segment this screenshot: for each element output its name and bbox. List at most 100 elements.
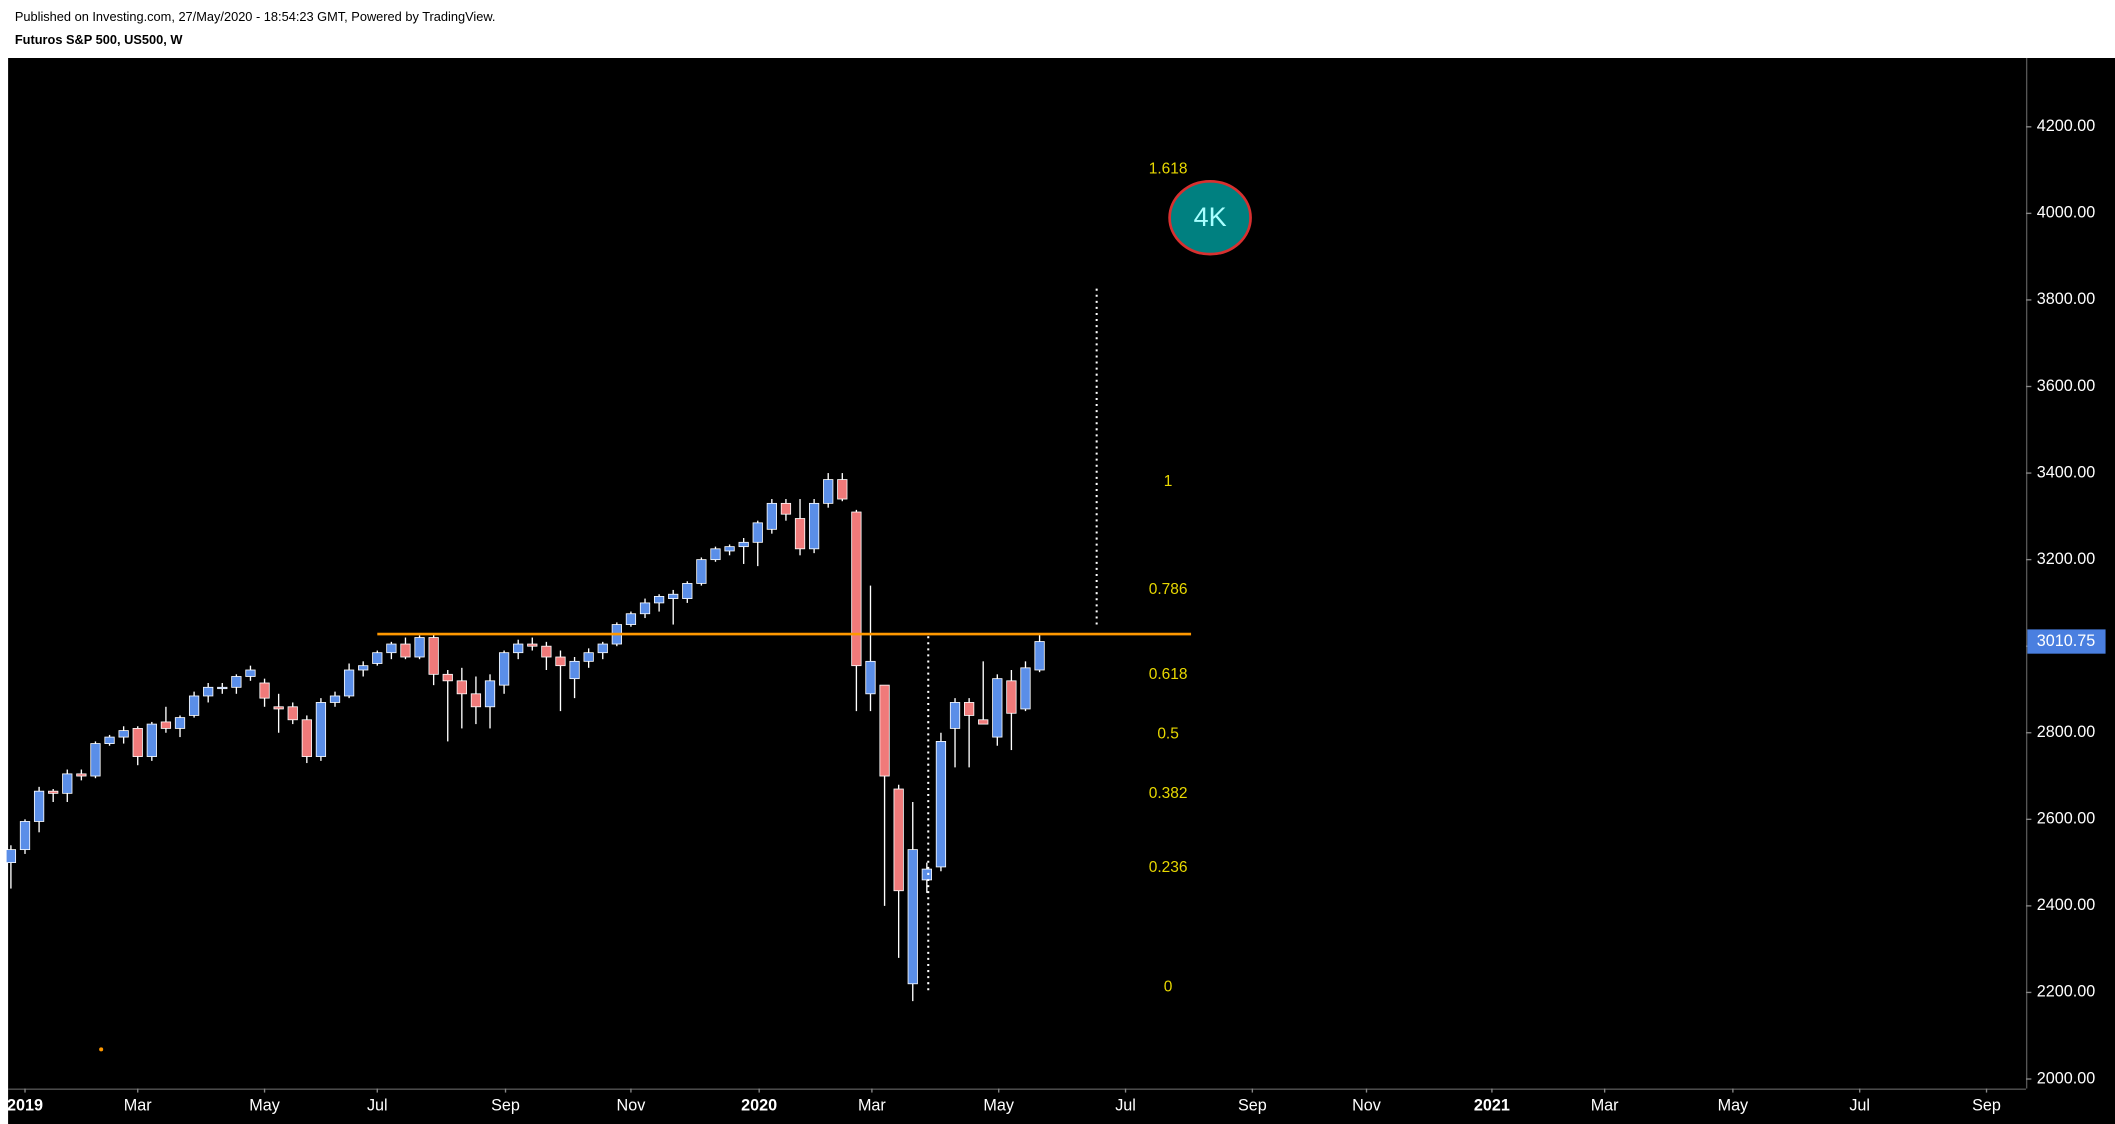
candle-body — [273, 706, 284, 710]
candle-body — [33, 790, 45, 822]
x-tick-label: May — [983, 1096, 1014, 1114]
x-tick-label: Mar — [1591, 1096, 1619, 1114]
fib-level-label: 0 — [1164, 978, 1173, 995]
candle-body — [963, 702, 975, 716]
y-tick-label: 2800.00 — [2037, 723, 2095, 741]
candle-body — [738, 541, 749, 548]
candle-body — [386, 643, 397, 654]
candle-body — [992, 678, 1003, 738]
x-tick-label: Mar — [858, 1096, 886, 1114]
candle-body — [1006, 680, 1017, 714]
candle-body — [893, 788, 904, 892]
candle-body — [245, 669, 256, 677]
candle-body — [456, 680, 467, 695]
candle-body — [132, 728, 143, 757]
x-tick-label: May — [249, 1096, 280, 1114]
fib-level-label: 1 — [1164, 473, 1173, 490]
candle-body — [90, 743, 101, 777]
y-tick-label: 2000.00 — [2037, 1069, 2095, 1087]
candle-body — [287, 706, 298, 721]
candle-body — [400, 643, 411, 658]
candle-body — [498, 652, 510, 686]
candle-body — [329, 695, 341, 703]
marker-dot — [99, 1047, 104, 1052]
x-tick-label: Sep — [1972, 1096, 2001, 1114]
candle-body — [76, 773, 87, 777]
plot-background — [8, 58, 2115, 1124]
candle-body — [780, 502, 792, 515]
candle-body — [625, 613, 637, 625]
x-tick-label: Jul — [367, 1096, 388, 1114]
candle-body — [583, 652, 594, 662]
candle-body — [935, 741, 947, 868]
candle-body — [837, 479, 848, 500]
candle-body — [541, 645, 552, 658]
candle-body — [146, 723, 157, 757]
candle-body — [921, 868, 932, 881]
candle-body — [724, 546, 735, 552]
header-background — [0, 0, 2115, 59]
candle-body — [851, 511, 862, 667]
x-tick-label: 2019 — [7, 1096, 43, 1114]
candle-body — [301, 719, 312, 757]
x-tick-label: 2021 — [1474, 1096, 1510, 1114]
candle-body — [188, 695, 200, 716]
fib-level-label: 0.236 — [1149, 859, 1188, 876]
y-tick-label: 2600.00 — [2037, 810, 2095, 828]
candle-body — [865, 660, 876, 695]
candle-body — [766, 502, 777, 530]
published-note: Published on Investing.com, 27/May/2020 … — [15, 9, 496, 24]
candle-body — [259, 682, 270, 699]
x-tick-label: May — [1718, 1096, 1749, 1114]
candle-body — [710, 548, 721, 561]
candle-body — [949, 702, 961, 729]
candle-body — [358, 665, 369, 671]
candle-body — [217, 686, 228, 690]
y-tick-label: 2200.00 — [2037, 983, 2095, 1001]
candle-body — [752, 522, 763, 543]
candle-body — [118, 730, 129, 738]
candle-body — [879, 684, 890, 777]
candle-body — [343, 669, 355, 697]
y-tick-label: 4200.00 — [2037, 117, 2095, 135]
candle-body — [160, 721, 172, 729]
candle-body — [794, 518, 806, 550]
fib-level-label: 1.618 — [1149, 160, 1188, 177]
y-tick-label: 3400.00 — [2037, 463, 2095, 481]
candle-body — [555, 656, 566, 667]
x-tick-label: 2020 — [741, 1096, 777, 1114]
x-tick-label: Nov — [1352, 1096, 1382, 1114]
candle-body — [484, 680, 496, 708]
candle-body — [823, 479, 834, 504]
target-badge-text: 4K — [1194, 202, 1227, 232]
y-tick-label: 2400.00 — [2037, 896, 2095, 914]
fib-level-label: 0.618 — [1149, 666, 1188, 683]
candle-body — [48, 790, 59, 794]
candle-body — [569, 660, 580, 680]
last-price-label: 3010.75 — [2037, 632, 2095, 650]
candle-body — [668, 593, 679, 599]
candle-body — [1034, 641, 1045, 671]
candle-body — [174, 717, 186, 729]
candle-body — [372, 652, 383, 664]
y-tick-label: 3200.00 — [2037, 550, 2095, 568]
candle-body — [19, 821, 31, 851]
candle-body — [428, 637, 439, 675]
fib-level-label: 0.786 — [1149, 581, 1188, 598]
candle-body — [808, 502, 820, 550]
x-tick-label: Sep — [491, 1096, 520, 1114]
candle-body — [62, 773, 73, 794]
last-price-box — [2027, 629, 2106, 654]
x-tick-label: Mar — [124, 1096, 152, 1114]
candle-body — [696, 559, 707, 584]
target-badge — [1168, 179, 1252, 256]
y-tick-label: 3800.00 — [2037, 290, 2095, 308]
candle-body — [231, 676, 242, 688]
x-tick-label: Jul — [1849, 1096, 1870, 1114]
candle-body — [442, 673, 453, 682]
candle-body — [414, 637, 425, 658]
x-tick-label: Sep — [1238, 1096, 1267, 1114]
symbol-title: Futuros S&P 500, US500, W — [15, 32, 184, 47]
candle-body — [315, 702, 327, 757]
